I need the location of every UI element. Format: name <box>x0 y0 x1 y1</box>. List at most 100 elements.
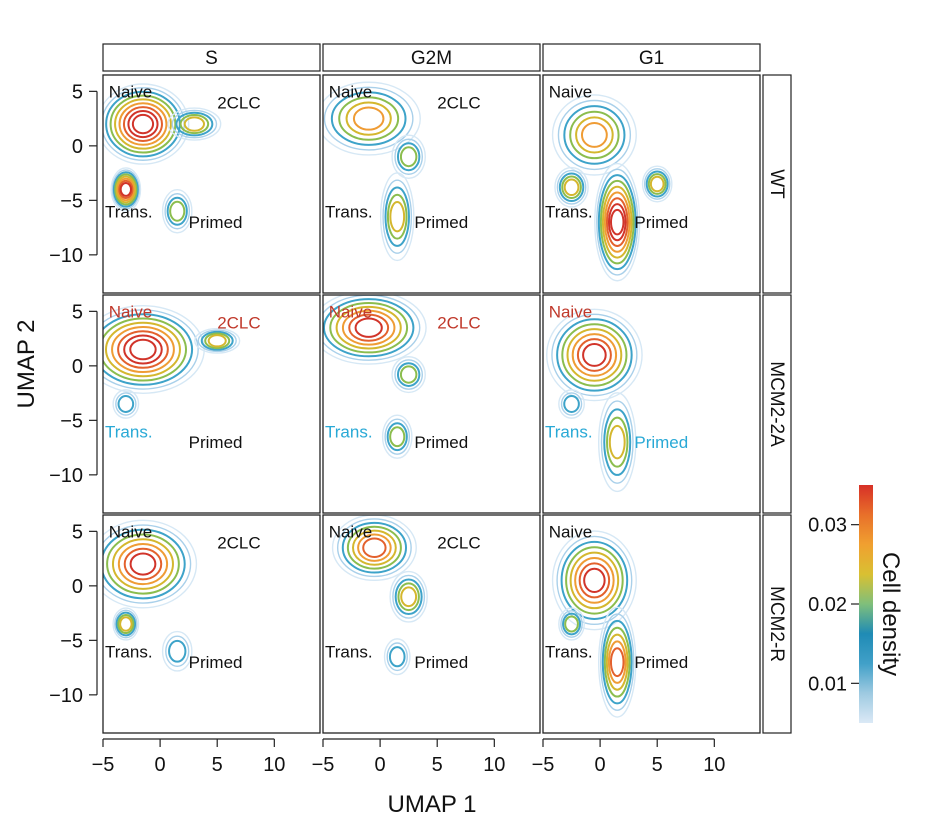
contour-line <box>354 317 383 338</box>
cluster-label-trans: Trans. <box>325 422 373 441</box>
contour-line <box>580 121 608 148</box>
panel-mcm2-2a-s: Naive 2CLC Trans. Primed <box>102 294 321 514</box>
cluster-label-naive: Naive <box>329 522 372 541</box>
contour-line <box>562 612 582 636</box>
panel-mcm2-r-g1: Naive Trans. Primed <box>542 514 761 734</box>
contour-line <box>561 175 582 200</box>
contour-line <box>386 642 408 672</box>
contour-line <box>194 327 241 354</box>
x-tick-label: 10 <box>703 754 725 776</box>
row-strip-box <box>762 74 792 294</box>
cluster-label-naive: Naive <box>109 522 152 541</box>
contour-group <box>331 515 428 676</box>
panel-mcm2-r-s: Naive 2CLC Trans. Primed <box>102 514 321 734</box>
contour-line <box>168 639 187 663</box>
contour-line <box>117 395 135 413</box>
column-header-box <box>102 43 321 72</box>
panel-mcm2-2a-g2m: Naive 2CLC Trans. Primed <box>322 294 541 514</box>
contour-line <box>389 426 406 448</box>
cluster-label-naive: Naive <box>329 82 372 101</box>
contour-line <box>197 329 237 353</box>
y-axis-mcm2-r: 5 0 −5 −10 <box>49 521 98 707</box>
contour-line <box>129 552 157 576</box>
contour-line <box>103 317 188 382</box>
x-tick-label: 5 <box>432 754 443 776</box>
cluster-label-trans: Trans. <box>545 642 593 661</box>
contour-line <box>109 94 177 154</box>
contour-line <box>607 203 627 242</box>
contour-line <box>103 528 186 600</box>
contour-line <box>558 172 585 202</box>
cluster-label-primed: Primed <box>189 433 243 452</box>
contour-line <box>556 535 633 626</box>
contour-line <box>397 582 420 612</box>
contour-line <box>603 191 631 253</box>
contour-line <box>565 546 624 615</box>
contour-line <box>341 521 408 574</box>
contour-line <box>582 343 607 367</box>
y-tick-label: 5 <box>72 301 83 323</box>
contour-line <box>169 200 186 222</box>
contour-line <box>647 173 667 195</box>
contour-line <box>323 86 414 151</box>
panel-mcm2-r-g2m: Naive 2CLC Trans. Primed <box>322 514 541 734</box>
contour-line <box>399 146 418 168</box>
contour-line <box>381 414 413 459</box>
contour-line <box>598 606 637 718</box>
contour-line <box>103 524 192 604</box>
contour-line <box>122 106 163 142</box>
contour-line <box>111 538 174 590</box>
panels-layer: Naive 2CLC Trans. Primed Naive 2CLC Trans. Prim… <box>102 74 761 734</box>
cluster-label-2clc: 2CLC <box>217 313 260 332</box>
contour-line <box>362 537 387 558</box>
contour-line <box>171 109 218 139</box>
cluster-label-trans: Trans. <box>325 642 373 661</box>
cluster-label-trans: Trans. <box>105 202 153 221</box>
contour-line <box>551 94 637 176</box>
contour-line <box>583 567 606 594</box>
x-tick-label: −5 <box>532 754 555 776</box>
panel-frame <box>322 294 541 514</box>
x-tick-label: 0 <box>595 754 606 776</box>
cluster-label-primed: Primed <box>189 653 243 672</box>
contour-line <box>179 114 210 135</box>
contour-line <box>649 175 665 193</box>
cluster-label-primed: Primed <box>634 213 688 232</box>
contour-group <box>103 83 222 234</box>
y-tick-label: −10 <box>49 465 83 487</box>
contour-line <box>598 392 637 493</box>
colorbar-tick-label: 0.03 <box>808 515 847 537</box>
cluster-label-primed: Primed <box>189 213 243 232</box>
contour-line <box>119 182 133 197</box>
contour-line <box>323 298 415 358</box>
contour-line <box>112 389 140 419</box>
contour-line <box>323 81 421 156</box>
contour-line <box>566 328 623 382</box>
contour-line <box>394 138 423 175</box>
x-axis-g2m: −5 0 5 10 <box>312 738 505 776</box>
contour-line <box>571 333 618 377</box>
contour-line <box>607 640 627 684</box>
contour-line <box>564 615 579 633</box>
contour-line <box>323 295 427 365</box>
contour-line <box>399 365 418 384</box>
contour-line <box>556 169 587 205</box>
column-header-s: S <box>205 48 218 69</box>
cluster-label-trans: Trans. <box>545 202 593 221</box>
contour-line <box>200 330 234 351</box>
contour-line <box>119 616 133 632</box>
contour-line <box>392 574 426 619</box>
x-tick-label: 0 <box>155 754 166 776</box>
contour-line <box>600 613 635 711</box>
contour-line <box>104 321 181 378</box>
panel-background <box>543 295 760 513</box>
panel-frame <box>102 74 321 294</box>
cluster-label-primed: Primed <box>414 653 468 672</box>
contour-line <box>110 167 142 212</box>
x-axis-g1: −5 0 5 10 <box>532 738 725 776</box>
contour-line <box>558 607 585 641</box>
panel-frame <box>102 294 321 514</box>
cluster-label-2clc: 2CLC <box>217 533 260 552</box>
colorbar-title: Cell density <box>877 552 904 676</box>
